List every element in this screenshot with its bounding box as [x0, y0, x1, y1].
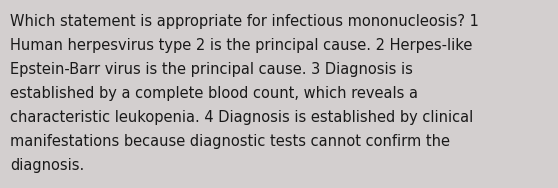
Text: Epstein-Barr virus is the principal cause. 3 Diagnosis is: Epstein-Barr virus is the principal caus…	[10, 62, 413, 77]
Text: established by a complete blood count, which reveals a: established by a complete blood count, w…	[10, 86, 418, 101]
Text: characteristic leukopenia. 4 Diagnosis is established by clinical: characteristic leukopenia. 4 Diagnosis i…	[10, 110, 473, 125]
Text: manifestations because diagnostic tests cannot confirm the: manifestations because diagnostic tests …	[10, 134, 450, 149]
Text: Which statement is appropriate for infectious mononucleosis? 1: Which statement is appropriate for infec…	[10, 14, 479, 29]
Text: Human herpesvirus type 2 is the principal cause. 2 Herpes-like: Human herpesvirus type 2 is the principa…	[10, 38, 473, 53]
Text: diagnosis.: diagnosis.	[10, 158, 84, 173]
